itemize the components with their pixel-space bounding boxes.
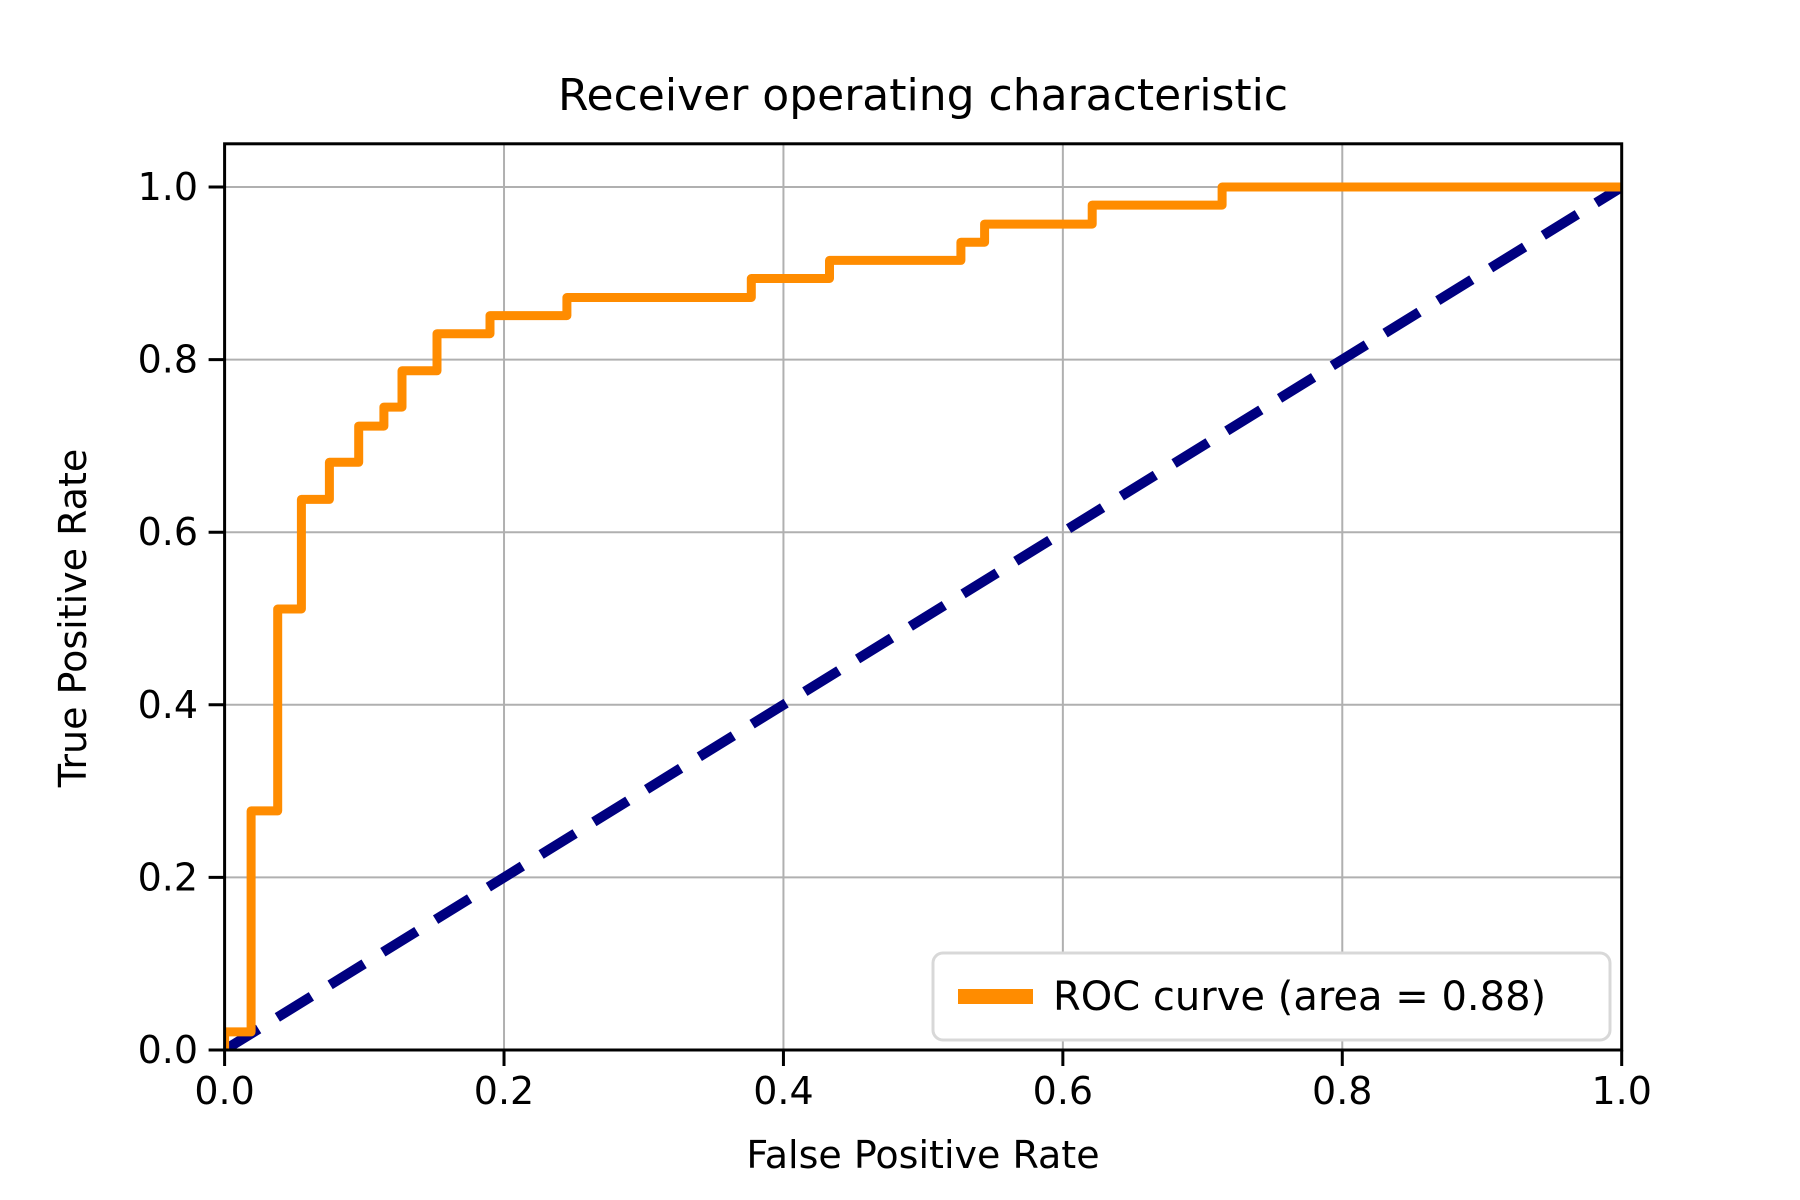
x-tick-label: 0.0 [194, 1069, 254, 1113]
legend-box [931, 951, 1612, 1042]
legend: ROC curve (area = 0.88) [931, 951, 1612, 1042]
legend-roc-label: ROC curve (area = 0.88) [1053, 974, 1546, 1020]
x-tick-label: 0.2 [474, 1069, 534, 1113]
y-tick-label: 0.2 [138, 855, 198, 899]
y-axis-label: True Positive Rate [51, 449, 95, 789]
x-tick-label: 0.6 [1033, 1069, 1093, 1113]
axis-ticks [208, 185, 1624, 1066]
x-tick-label: 1.0 [1591, 1069, 1651, 1113]
y-tick-label: 0.6 [138, 510, 198, 554]
y-tick-label: 0.4 [138, 683, 198, 727]
axes-frame [223, 142, 1624, 1052]
axis-tick-labels: 0.0 0.2 0.4 0.6 0.8 1.0 0.0 0.2 0.4 0.6 0.8 1.0 [138, 165, 1652, 1113]
y-tick-label: 1.0 [138, 165, 198, 209]
x-tick-label: 0.4 [753, 1069, 813, 1113]
gridlines [223, 143, 1623, 1051]
roc-curve-line [224, 182, 1622, 1050]
y-tick-label: 0.8 [138, 338, 198, 382]
chart-title: Receiver operating characteristic [558, 70, 1288, 121]
x-axis-label: False Positive Rate [746, 1133, 1099, 1177]
y-tick-label: 0.0 [138, 1028, 198, 1072]
x-tick-label: 0.8 [1312, 1069, 1372, 1113]
chance-diagonal-line [224, 182, 1622, 1051]
